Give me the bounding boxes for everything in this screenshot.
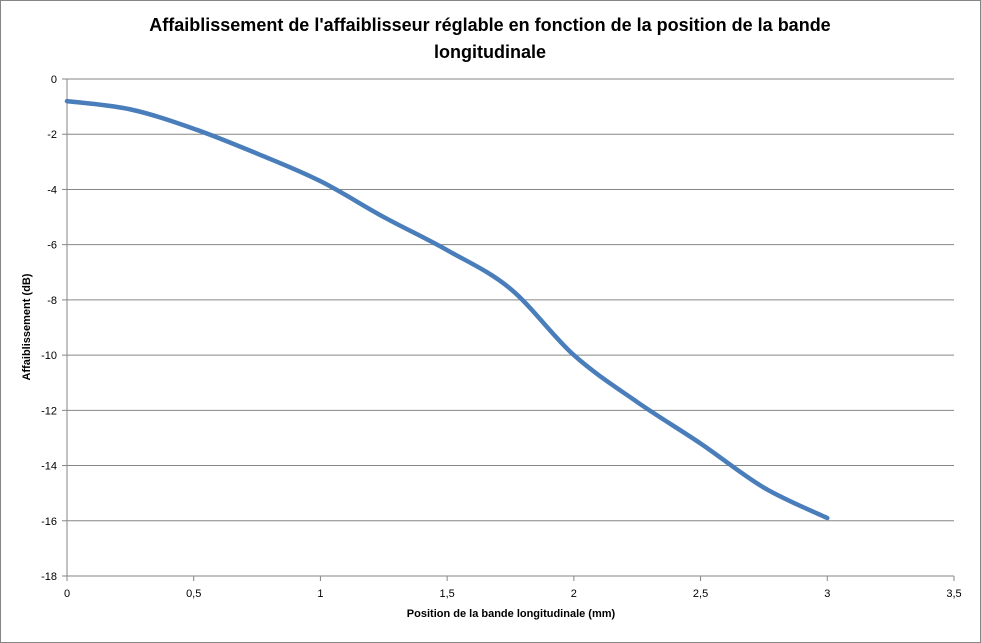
y-axis-ticks: 0 -2 -4 -6 -8 -10 -12 -14 -16 -18 [41, 74, 67, 583]
chart-title: Affaiblissement de l'affaiblisseur régla… [149, 15, 831, 62]
y-tick-label: -2 [47, 129, 57, 141]
x-tick-label: 0 [64, 588, 70, 600]
y-axis-label: Affaiblissement (dB) [21, 273, 33, 380]
y-tick-label: -12 [41, 405, 57, 417]
x-axis-ticks: 0 0,5 1 1,5 2 2,5 3 3,5 [64, 576, 962, 600]
y-tick-label: -16 [41, 516, 57, 528]
x-axis-label: Position de la bande longitudinale (mm) [407, 608, 616, 620]
x-tick-label: 1,5 [439, 588, 454, 600]
axes [66, 79, 954, 577]
y-tick-label: -4 [47, 184, 57, 196]
y-tick-label: -14 [41, 461, 57, 473]
series-group [64, 98, 830, 521]
x-tick-label: 2,5 [693, 588, 708, 600]
x-tick-label: 2 [571, 588, 577, 600]
x-tick-label: 3 [824, 588, 830, 600]
y-tick-label: -6 [47, 240, 57, 252]
series-line [64, 98, 830, 521]
y-tick-label: -10 [41, 350, 57, 362]
gridlines [67, 78, 954, 522]
y-tick-label: -18 [41, 571, 57, 583]
y-tick-label: -8 [47, 295, 57, 307]
x-tick-label: 1 [317, 588, 323, 600]
x-tick-label: 0,5 [186, 588, 201, 600]
y-tick-label: 0 [51, 74, 57, 86]
x-tick-label: 3,5 [946, 588, 961, 600]
